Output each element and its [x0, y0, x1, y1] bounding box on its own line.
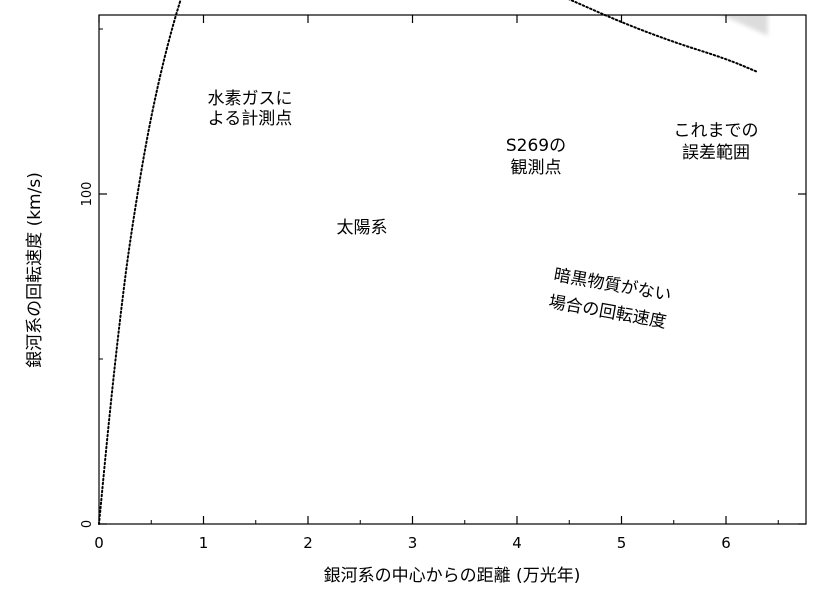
error-band-layer — [721, 15, 768, 36]
x-axis-title: 銀河系の中心からの距離 (万光年) — [324, 566, 581, 586]
sun-label: 太陽系 — [337, 218, 388, 238]
y-tick-label: 0 — [80, 520, 95, 528]
x-tick-label: 0 — [94, 534, 104, 552]
x-tick-label: 4 — [512, 534, 522, 552]
s269-label-line2: 観測点 — [511, 158, 562, 178]
x-tick-label: 3 — [408, 534, 418, 552]
curves-layer — [98, 0, 759, 525]
x-tick-label: 1 — [199, 534, 209, 552]
error-range-label-line2: 誤差範囲 — [682, 143, 750, 163]
hydrogen-label-line1: 水素ガスに — [208, 89, 293, 109]
hydrogen-label-line2: よる計測点 — [208, 109, 293, 129]
s269-label-line1: S269の — [506, 136, 566, 156]
axis-ticks: 01234560100200300 — [80, 15, 806, 552]
y-tick-label: 100 — [80, 182, 95, 207]
y-axis-title: 銀河系の回転速度 (km/s) — [25, 172, 45, 368]
plot-frame — [98, 14, 807, 525]
x-tick-label: 5 — [617, 534, 627, 552]
x-tick-label: 6 — [721, 534, 731, 552]
error-range-label-line1: これまでの — [674, 121, 759, 141]
error-band — [721, 15, 768, 36]
no-dark-matter-curve — [98, 0, 759, 525]
x-tick-label: 2 — [303, 534, 313, 552]
